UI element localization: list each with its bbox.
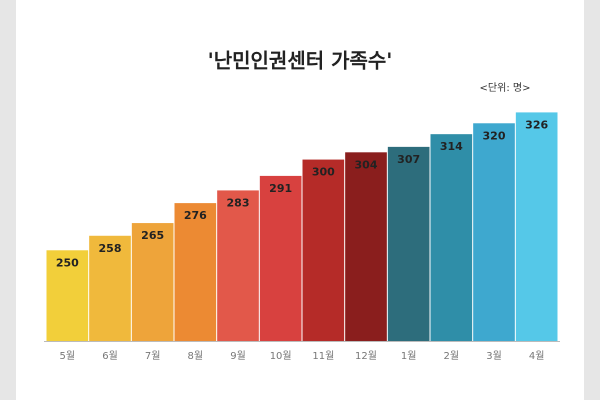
- x-tick-label: 2월: [444, 350, 460, 362]
- bar: [515, 112, 558, 342]
- x-tick-label: 3월: [486, 350, 502, 362]
- bar: [89, 235, 131, 341]
- bar: [259, 175, 302, 341]
- bar: [174, 203, 217, 341]
- value-label: 258: [99, 242, 122, 255]
- value-label: 320: [483, 129, 506, 142]
- bar: [217, 190, 259, 341]
- x-tick-label: 5월: [60, 350, 76, 362]
- bar: [430, 134, 473, 341]
- bar: [387, 146, 430, 341]
- x-tick-label: 9월: [230, 350, 246, 362]
- value-label: 276: [184, 209, 207, 222]
- x-tick-label: 8월: [188, 350, 204, 362]
- x-tick-label: 11월: [312, 350, 334, 362]
- x-tick-label: 1월: [401, 350, 417, 362]
- bar: [302, 159, 345, 341]
- value-label: 265: [141, 229, 164, 242]
- unit-label: <단위: 명>: [480, 81, 531, 94]
- x-tick-label: 4월: [529, 350, 545, 362]
- value-label: 307: [397, 153, 420, 166]
- side-strip: [584, 0, 600, 400]
- value-label: 314: [440, 140, 463, 153]
- x-tick-label: 12월: [355, 350, 377, 362]
- side-strip: [0, 0, 16, 400]
- x-tick-label: 10월: [270, 350, 292, 362]
- value-label: 291: [269, 182, 292, 195]
- bar: [473, 123, 515, 342]
- x-tick-label: 7월: [145, 350, 161, 362]
- value-label: 304: [355, 158, 378, 171]
- bar: [46, 250, 89, 341]
- value-label: 283: [227, 196, 250, 209]
- bar: [131, 223, 174, 341]
- bar: [345, 152, 387, 341]
- value-label: 250: [56, 256, 79, 269]
- value-label: 326: [525, 118, 548, 131]
- x-tick-label: 6월: [102, 350, 118, 362]
- value-label: 300: [312, 166, 335, 179]
- chart-title: '난민인권센터 가족수': [208, 49, 393, 73]
